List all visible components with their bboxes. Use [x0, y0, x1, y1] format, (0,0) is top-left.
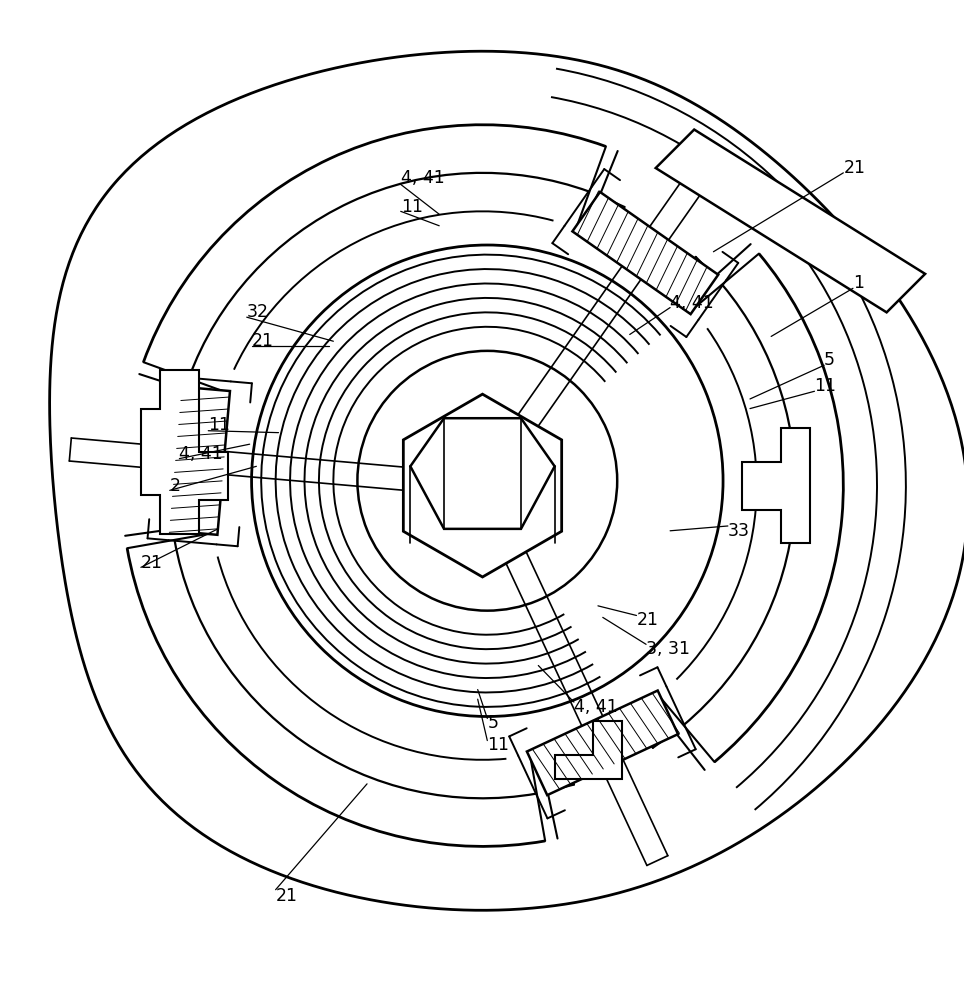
Text: 21: 21 [252, 332, 273, 350]
Polygon shape [403, 394, 562, 577]
Text: 4, 41: 4, 41 [179, 445, 223, 463]
Text: 1: 1 [853, 274, 864, 292]
Text: 4, 41: 4, 41 [670, 294, 714, 312]
Text: 32: 32 [247, 303, 269, 321]
Text: 11: 11 [208, 416, 231, 434]
Polygon shape [555, 721, 622, 779]
Polygon shape [527, 691, 678, 795]
Text: 3, 31: 3, 31 [647, 640, 690, 658]
Polygon shape [170, 387, 230, 535]
Text: 21: 21 [276, 887, 297, 905]
Text: 21: 21 [843, 159, 866, 177]
Polygon shape [742, 428, 810, 543]
Polygon shape [410, 418, 555, 529]
Text: 21: 21 [637, 611, 658, 629]
Polygon shape [49, 51, 965, 910]
Text: 2: 2 [170, 477, 180, 495]
Text: 4, 41: 4, 41 [400, 169, 445, 187]
Polygon shape [141, 370, 228, 534]
Text: 11: 11 [814, 377, 837, 395]
Text: 5: 5 [487, 714, 498, 732]
Text: 21: 21 [141, 554, 163, 572]
Text: 5: 5 [824, 351, 835, 369]
Text: 4, 41: 4, 41 [574, 698, 618, 716]
Text: 33: 33 [728, 522, 750, 540]
Text: 11: 11 [487, 736, 510, 754]
Polygon shape [572, 192, 718, 314]
Polygon shape [655, 130, 925, 312]
Text: 11: 11 [400, 198, 423, 216]
